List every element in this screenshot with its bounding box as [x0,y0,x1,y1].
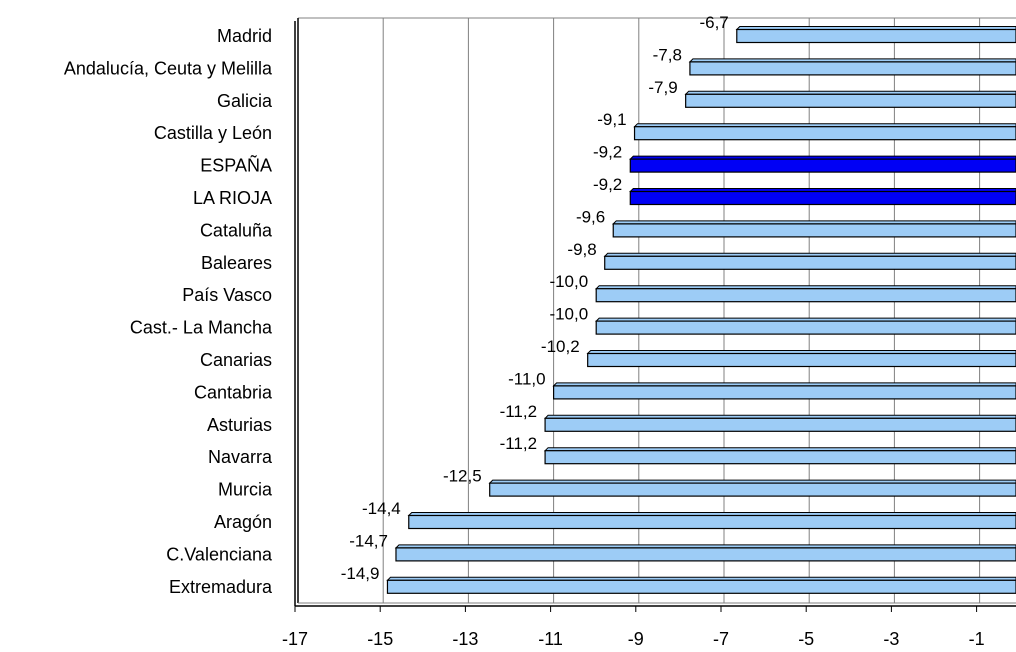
x-tick-label: -3 [883,629,899,649]
bar-front-face [588,354,1016,367]
value-label: -9,6 [576,207,605,226]
category-label: Baleares [201,253,272,273]
bar [686,91,1016,107]
value-label: -6,7 [699,13,728,32]
bar [387,577,1016,593]
bar [396,545,1016,561]
category-label: C.Valenciana [166,544,273,564]
bar [545,415,1016,431]
category-label: Castilla y León [154,123,272,143]
bar-front-face [409,516,1016,529]
value-label: -11,2 [500,434,538,453]
value-label: -7,9 [648,78,677,97]
value-label: -10,0 [549,305,588,324]
x-tick-label: -7 [713,629,729,649]
bar-front-face [630,192,1016,205]
x-axis-tick-labels: -17 -15 -13 -11 -9 -7 -5 -3 -1 [282,629,985,649]
category-label: Andalucía, Ceuta y Melilla [64,58,273,78]
bar-front-face [686,94,1016,107]
bars [387,27,1016,594]
category-label: Cantabria [194,382,273,402]
bar [490,480,1016,496]
value-label: -11,2 [500,402,538,421]
value-label: -7,8 [653,45,682,64]
category-label: Aragón [214,512,272,532]
bar-front-face [545,418,1016,431]
bar-front-face [737,30,1016,43]
x-tick-label: -11 [538,629,563,649]
category-label: Murcia [218,480,273,500]
bar [630,156,1016,172]
category-label: Cast.- La Mancha [130,318,273,338]
bar [630,189,1016,205]
bar [737,27,1016,43]
bar-front-face [605,256,1016,269]
category-label: Galicia [217,91,273,111]
bar [635,124,1016,140]
value-label: -11,0 [508,369,546,388]
value-label: -10,0 [549,272,588,291]
bar [554,383,1016,399]
bar-front-face [635,127,1016,140]
value-label: -9,2 [593,175,622,194]
bar-front-face [490,483,1016,496]
value-label: -9,1 [597,110,626,129]
bar [409,513,1016,529]
x-tick-label: -15 [367,629,393,649]
category-label: Canarias [200,350,272,370]
x-tick-label: -17 [282,629,308,649]
category-label: Cataluña [200,220,273,240]
bar [588,351,1016,367]
value-label: -14,4 [362,499,401,518]
x-tick-label: -9 [628,629,644,649]
category-label: País Vasco [182,285,272,305]
value-label: -12,5 [443,467,482,486]
value-label: -14,9 [341,564,380,583]
category-label: Asturias [207,415,272,435]
bar-front-face [545,451,1016,464]
bar-front-face [613,224,1016,237]
x-tick-label: -1 [969,629,985,649]
bar [596,318,1016,334]
bar-front-face [596,321,1016,334]
bar-front-face [630,159,1016,172]
value-label: -10,2 [541,337,580,356]
value-label: -14,7 [349,531,388,550]
bar [605,253,1016,269]
bar [613,221,1016,237]
bar [596,286,1016,302]
category-label: Extremadura [169,577,273,597]
bar [690,59,1016,75]
category-label: Navarra [208,447,273,467]
category-label: Madrid [217,26,272,46]
category-labels: Madrid Andalucía, Ceuta y Melilla Galicia C… [64,26,273,597]
category-label: LA RIOJA [193,188,272,208]
bar-front-face [596,289,1016,302]
bar [545,448,1016,464]
value-label: -9,2 [593,143,622,162]
x-tick-label: -13 [452,629,478,649]
bar-front-face [396,548,1016,561]
bar-front-face [387,580,1016,593]
bar-front-face [554,386,1016,399]
bar-front-face [690,62,1016,75]
value-label: -9,8 [567,240,596,259]
category-label: ESPAÑA [200,155,272,176]
x-tick-label: -5 [798,629,814,649]
